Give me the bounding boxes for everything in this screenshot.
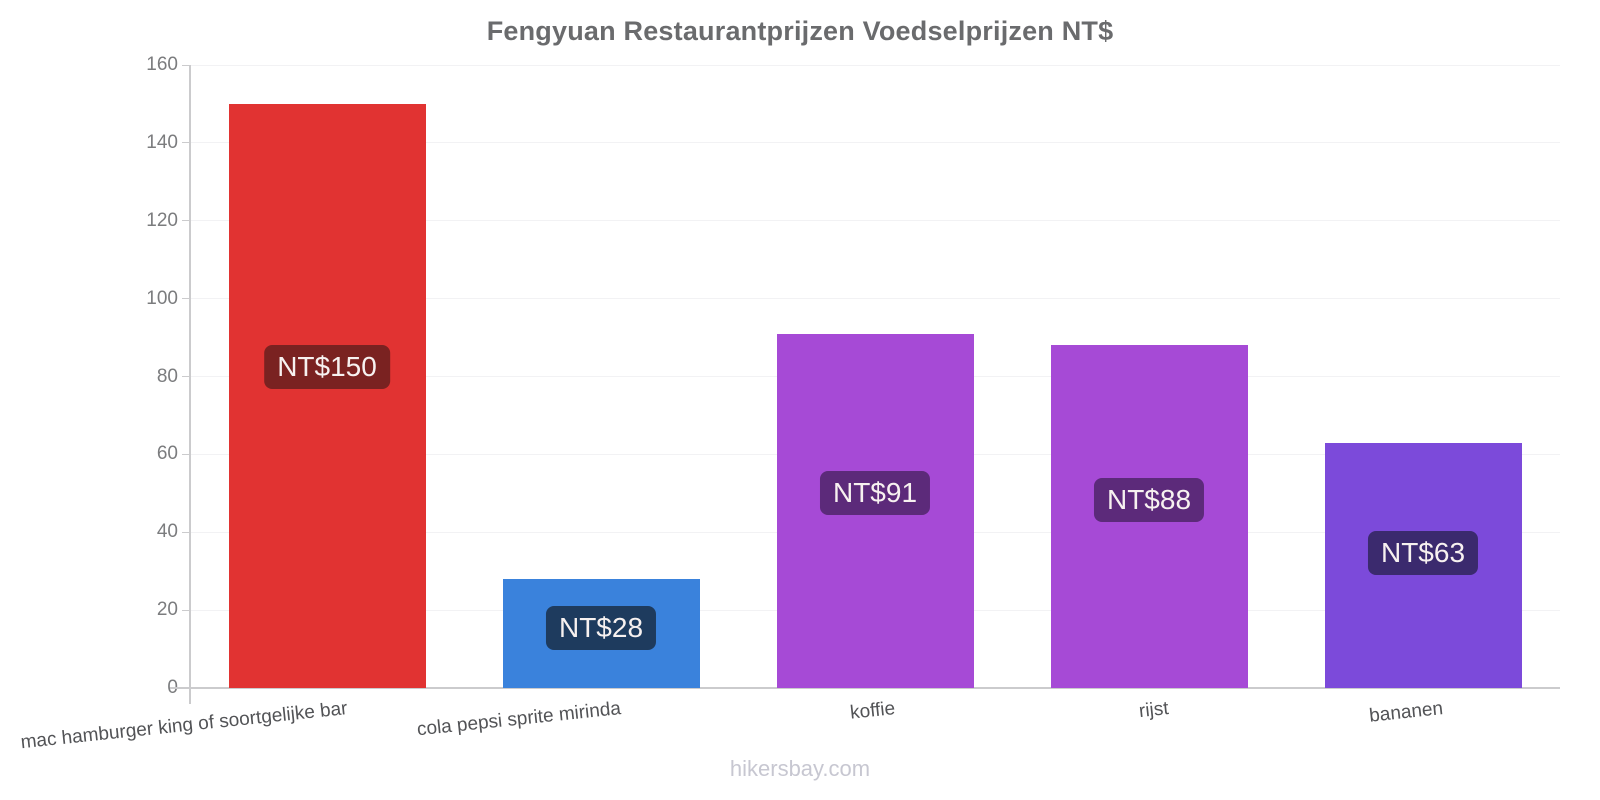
y-tick-mark [182, 609, 190, 611]
watermark: hikersbay.com [729, 756, 871, 781]
value-label-badge: NT$88 [1093, 477, 1205, 522]
y-tick-mark [182, 298, 190, 300]
chart-title: Fengyuan Restaurantprijzen Voedselprijze… [486, 16, 1114, 46]
y-axis-line [189, 65, 191, 704]
x-axis-line [170, 687, 1560, 689]
gridline [190, 220, 1560, 222]
value-label-badge: NT$63 [1367, 531, 1479, 576]
y-tick-mark [182, 64, 190, 66]
x-tick-label: rijst [1138, 698, 1171, 723]
x-tick-label: bananen [1368, 698, 1445, 727]
value-label-badge: NT$28 [545, 606, 657, 651]
gridline [190, 298, 1560, 300]
y-tick-mark [182, 376, 190, 377]
y-tick-mark [182, 453, 190, 455]
y-tick-label: 160 [146, 54, 178, 75]
y-tick-mark [182, 220, 190, 222]
y-tick-label: 80 [156, 365, 178, 387]
x-tick-label: cola pepsi sprite mirinda [416, 698, 623, 741]
x-tick-label: mac hamburger king of soortgelijke bar [19, 698, 349, 754]
bar-mac[interactable] [228, 103, 426, 688]
x-tick-label: koffie [849, 698, 897, 724]
value-label-badge: NT$150 [264, 344, 390, 389]
y-tick-label: 100 [146, 287, 178, 309]
gridline [190, 142, 1560, 144]
y-tick-mark [182, 531, 190, 533]
gridline [190, 64, 1560, 66]
y-tick-mark [182, 142, 190, 144]
y-tick-label: 0 [0, 677, 178, 699]
value-label-badge: NT$91 [819, 471, 931, 516]
y-tick-label: 60 [156, 443, 178, 465]
y-tick-label: 40 [156, 521, 178, 543]
y-tick-label: 20 [156, 599, 178, 621]
y-tick-label: 140 [146, 131, 178, 153]
y-tick-label: 120 [146, 209, 178, 231]
